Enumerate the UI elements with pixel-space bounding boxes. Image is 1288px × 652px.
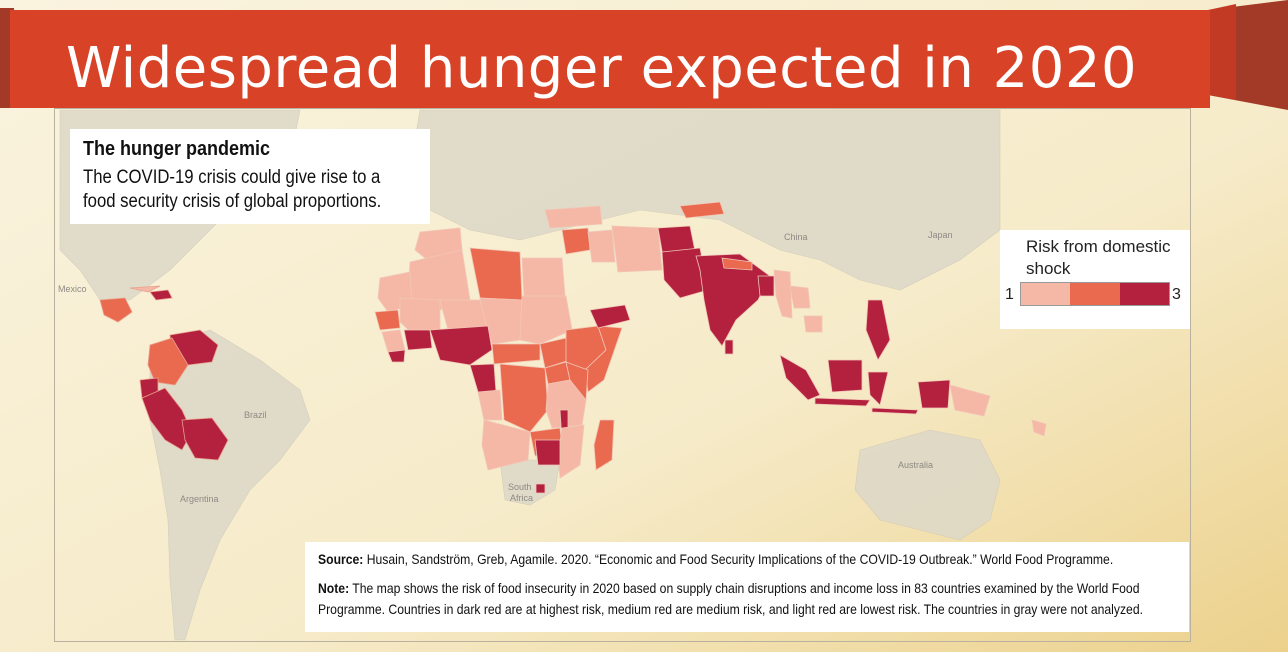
map-label-china: China <box>784 232 808 242</box>
country-egypt <box>521 257 566 297</box>
country-guinea <box>381 329 406 353</box>
country-solomon <box>1031 419 1047 437</box>
info-title: The hunger pandemic <box>83 138 271 160</box>
note-line: Note: The map shows the risk of food ins… <box>318 578 1179 620</box>
country-cambodia <box>803 315 823 333</box>
country-yemen <box>589 304 631 329</box>
country-haiti <box>149 289 173 301</box>
map-label-argentina: Argentina <box>180 494 219 504</box>
country-senegal <box>374 309 401 331</box>
country-nigeria <box>429 325 493 366</box>
country-sulawesi <box>867 371 889 406</box>
map-label-mexico: Mexico <box>58 284 87 294</box>
country-somalia <box>584 325 623 393</box>
info-description: The COVID-19 crisis could give rise to a… <box>83 167 382 212</box>
country-papua <box>917 379 951 409</box>
country-bolivia <box>181 417 229 461</box>
country-iran <box>611 225 663 273</box>
country-png <box>949 384 991 417</box>
source-line: Source: Husain, Sandström, Greb, Agamile… <box>318 551 1145 567</box>
country-sudan <box>519 295 573 345</box>
country-angola <box>481 419 531 471</box>
country-turkey <box>544 205 603 229</box>
info-box: The hunger pandemic The COVID-19 crisis … <box>70 129 430 224</box>
country-congo <box>477 389 503 421</box>
country-mozambique <box>557 424 585 479</box>
legend-swatch-medium <box>1070 283 1120 305</box>
legend-color-bar <box>1020 282 1170 306</box>
legend-swatch-low <box>1021 283 1071 305</box>
country-philippines <box>865 299 891 361</box>
legend: Risk from domestic shock 1 3 <box>1000 230 1190 329</box>
banner-fold-right <box>1208 0 1288 110</box>
country-niger <box>439 299 489 331</box>
country-borneo <box>827 359 863 393</box>
map-frame <box>54 108 1191 642</box>
south-america-region <box>149 329 311 641</box>
country-drc <box>499 363 549 433</box>
country-kyrgyz <box>679 201 725 219</box>
country-burkina <box>403 329 433 351</box>
country-guatemala <box>99 297 133 323</box>
eurasia-region <box>409 109 1001 291</box>
country-zimbabwe <box>534 439 561 466</box>
country-india <box>695 253 771 347</box>
source-box: Source: Husain, Sandström, Greb, Agamile… <box>305 542 1189 632</box>
country-sumatra <box>779 354 821 401</box>
country-libya <box>469 247 523 301</box>
note-label: Note: <box>318 580 350 596</box>
country-lesser-sunda <box>871 407 919 415</box>
map-label-south-africa-line1: South <box>508 482 532 492</box>
source-text: Husain, Sandström, Greb, Agamile. 2020. … <box>366 551 1114 567</box>
legend-min-label: 1 <box>1005 286 1014 303</box>
country-myanmar <box>773 269 793 319</box>
page-title: Widespread hunger expected in 2020 <box>66 36 1138 101</box>
legend-title: Risk from domestic shock <box>1026 237 1171 278</box>
country-java <box>814 397 871 407</box>
country-car <box>491 343 541 365</box>
australia-region <box>854 429 1001 541</box>
country-syria <box>561 227 591 255</box>
country-cameroon <box>469 363 497 393</box>
country-laos <box>789 285 811 309</box>
title-banner: Widespread hunger expected in 2020 <box>10 10 1210 108</box>
country-bangladesh <box>757 275 775 297</box>
legend-max-label: 3 <box>1172 286 1181 303</box>
country-lesotho <box>535 483 546 494</box>
country-colombia <box>147 337 189 386</box>
country-pakistan <box>661 247 709 299</box>
map-label-brazil: Brazil <box>244 410 267 420</box>
map-label-south-africa-line2: Africa <box>510 493 533 503</box>
country-madagascar <box>593 419 615 471</box>
legend-swatch-high <box>1119 283 1169 305</box>
source-label: Source: <box>318 551 364 567</box>
country-nepal <box>721 257 753 271</box>
country-cuba <box>129 285 161 293</box>
country-sierra-leone <box>387 349 406 363</box>
note-text: The map shows the risk of food insecurit… <box>318 580 1144 617</box>
country-iraq <box>587 229 616 263</box>
map-label-australia: Australia <box>898 460 933 470</box>
country-chad <box>479 297 523 345</box>
map-label-japan: Japan <box>928 230 953 240</box>
country-sri-lanka <box>724 339 734 355</box>
